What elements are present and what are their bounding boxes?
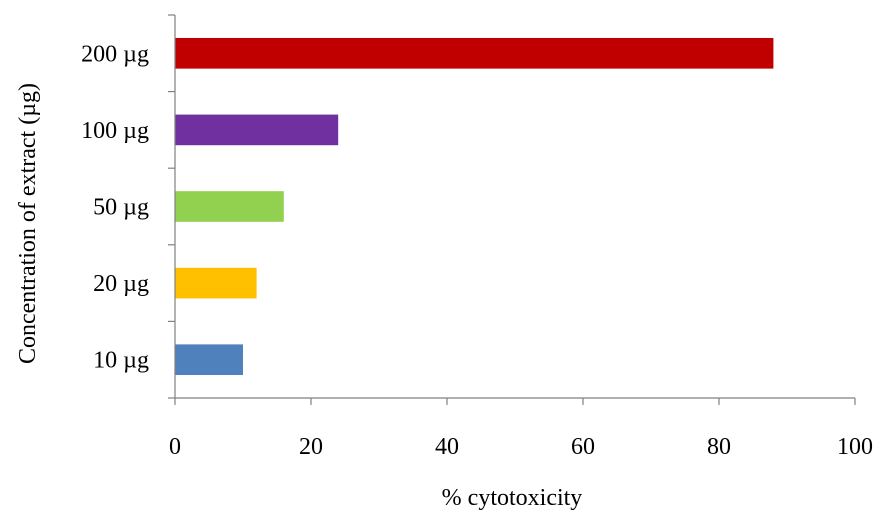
x-tick-label: 20 [299,434,323,460]
y-tick-label: 20 µg [93,271,149,297]
x-tick-label: 60 [571,434,595,460]
bar [175,191,284,222]
x-axis-title: % cytotoxicity [442,485,583,511]
x-tick-label: 0 [169,434,181,460]
x-tick-label: 100 [837,434,873,460]
bar [175,344,243,376]
y-tick-label: 200 µg [81,41,149,67]
labels-layer: 10 µg 20 µg 50 µg 100 µg 200 µg 0 20 40 60 80 100 [81,41,873,460]
bar [175,114,339,146]
bar [175,267,257,299]
x-tick-label: 80 [707,434,731,460]
y-tick-label: 10 µg [93,348,149,374]
bar [175,37,774,69]
axes-layer [174,15,855,399]
y-axis-title: Concentration of extract (µg) [15,83,41,364]
x-tick-label: 40 [435,434,459,460]
y-tick-label: 100 µg [81,118,149,144]
y-tick-label: 50 µg [93,195,149,221]
bars-layer [175,37,774,376]
ticks-layer [168,14,856,405]
